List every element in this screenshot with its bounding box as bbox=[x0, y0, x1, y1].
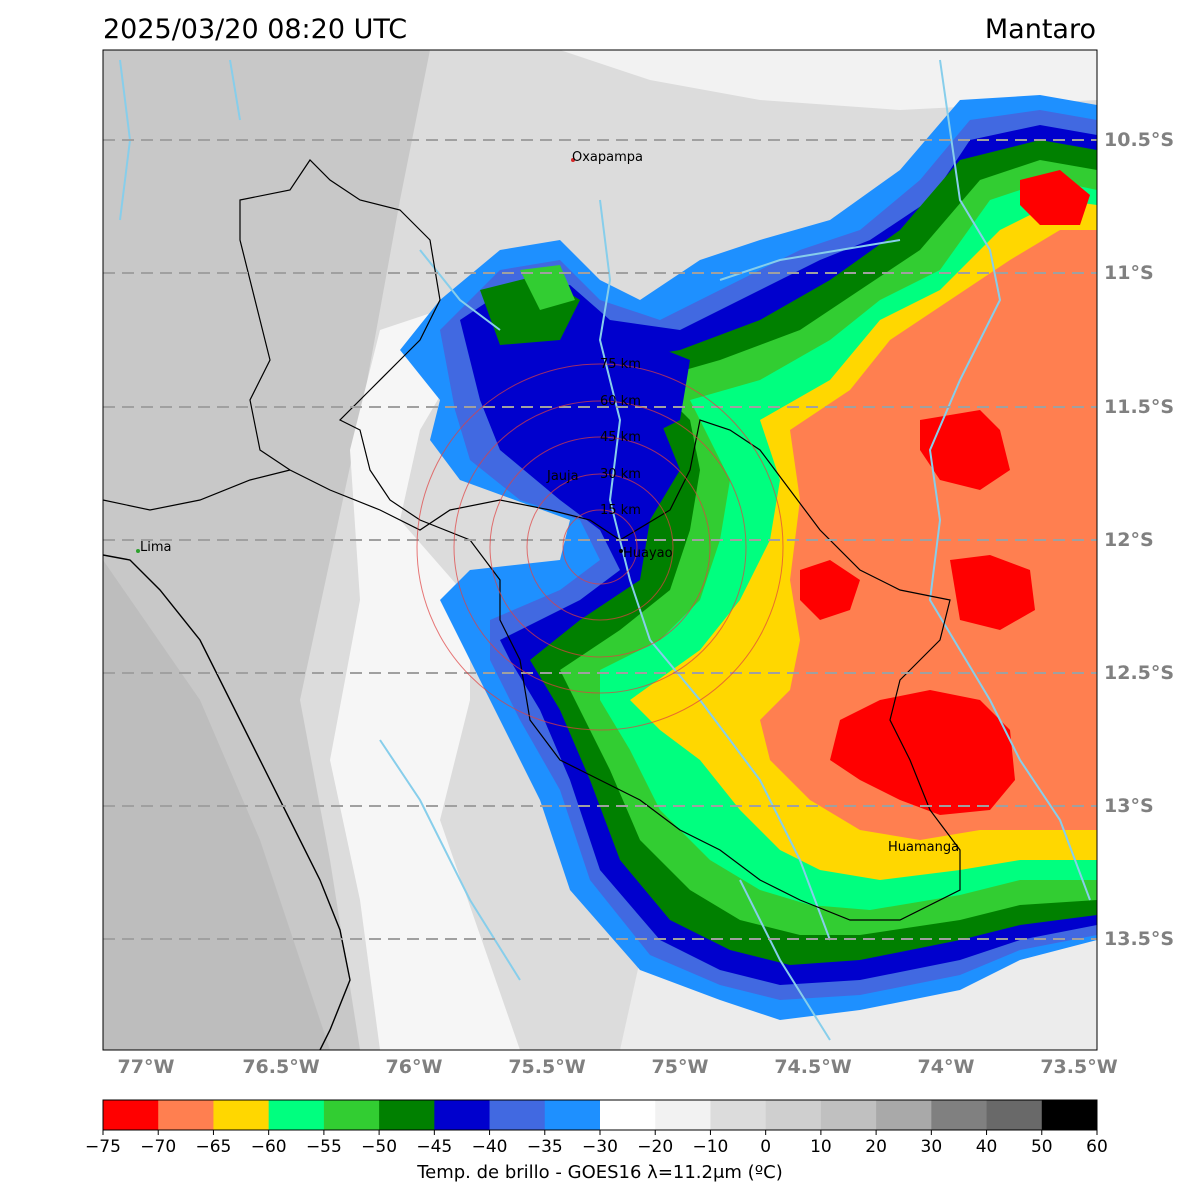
colorbar-box bbox=[489, 1100, 546, 1130]
colorbar-box bbox=[544, 1100, 601, 1130]
cloud-core-central bbox=[800, 560, 860, 620]
colorbar-tick-label: −75 bbox=[85, 1137, 121, 1157]
colorbar-tick-label: 40 bbox=[976, 1137, 998, 1157]
colorbar-tick-label: −55 bbox=[306, 1137, 342, 1157]
mantaro-basin-boundary bbox=[239, 159, 961, 921]
colorbar-label: Temp. de brillo - GOES16 λ=11.2μm (ºC) bbox=[417, 1162, 783, 1183]
place-oxapampa: Oxapampa bbox=[572, 150, 643, 165]
ocean-gray-zone bbox=[103, 560, 330, 1050]
lon-label-74-5: 74.5°W bbox=[774, 1056, 851, 1078]
place-jauja: Jauja bbox=[546, 469, 579, 484]
lon-label-77: 77°W bbox=[118, 1056, 175, 1078]
colorbar-box bbox=[323, 1100, 380, 1130]
colorbar-box bbox=[820, 1100, 877, 1130]
cloud-minus55-north bbox=[520, 265, 575, 310]
colorbar-tick-label: −35 bbox=[527, 1137, 563, 1157]
map-area: 15 km 30 km 45 km 60 km 75 km Oxapampa J… bbox=[103, 50, 1097, 1050]
datetime-title: 2025/03/20 08:20 UTC bbox=[103, 14, 408, 45]
colorbar bbox=[103, 1100, 1098, 1130]
place-lima: Lima bbox=[140, 540, 171, 555]
lat-label-12-5: 12.5°S bbox=[1104, 662, 1174, 684]
colorbar-tick-label: −60 bbox=[251, 1137, 287, 1157]
colorbar-box bbox=[876, 1100, 932, 1130]
central-light-zone bbox=[330, 260, 520, 1050]
lat-label-11-5: 11.5°S bbox=[1104, 396, 1174, 418]
lat-label-11: 11°S bbox=[1104, 262, 1154, 284]
ring-label-15km: 15 km bbox=[600, 503, 641, 518]
cloud-core-south bbox=[830, 690, 1015, 815]
coastline bbox=[103, 554, 351, 1050]
colorbar-tick-label: −70 bbox=[140, 1137, 176, 1157]
colorbar-box bbox=[931, 1100, 988, 1130]
place-huayao: Huayao bbox=[623, 546, 673, 561]
lon-label-76: 76°W bbox=[386, 1056, 443, 1078]
colorbar-tick-label: −40 bbox=[472, 1137, 508, 1157]
colorbar-tick-label: −20 bbox=[637, 1137, 673, 1157]
ring-label-45km: 45 km bbox=[600, 430, 641, 445]
ring-label-60km: 60 km bbox=[600, 394, 641, 409]
colorbar-box bbox=[765, 1100, 822, 1130]
colorbar-box bbox=[158, 1100, 214, 1130]
lat-label-13-5: 13.5°S bbox=[1104, 928, 1174, 950]
colorbar-tick-label: 10 bbox=[810, 1137, 832, 1157]
ring-label-30km: 30 km bbox=[600, 467, 641, 482]
colorbar-box bbox=[379, 1100, 435, 1130]
lat-label-10-5: 10.5°S bbox=[1104, 129, 1174, 151]
cloud-core-east bbox=[920, 410, 1010, 490]
range-rings bbox=[416, 363, 784, 731]
colorbar-box bbox=[710, 1100, 767, 1130]
colorbar-tick-label: 60 bbox=[1086, 1137, 1108, 1157]
latitude-gridlines bbox=[103, 139, 1097, 940]
huayao-marker bbox=[619, 549, 623, 553]
lon-label-74: 74°W bbox=[918, 1056, 975, 1078]
lon-label-73-5: 73.5°W bbox=[1040, 1056, 1117, 1078]
colorbar-tick-label: 20 bbox=[865, 1137, 887, 1157]
ring-label-75km: 75 km bbox=[600, 357, 641, 372]
map-frame bbox=[102, 49, 1098, 1051]
region-title: Mantaro bbox=[984, 14, 1096, 45]
lat-label-12: 12°S bbox=[1104, 529, 1154, 551]
north-light-zone bbox=[560, 50, 1097, 110]
colorbar-tick-label: −30 bbox=[582, 1137, 618, 1157]
colorbar-box bbox=[600, 1100, 656, 1130]
colorbar-box bbox=[655, 1100, 711, 1130]
lon-label-75: 75°W bbox=[652, 1056, 709, 1078]
colorbar-box bbox=[1041, 1100, 1098, 1130]
colorbar-tick-label: −45 bbox=[416, 1137, 452, 1157]
colorbar-tick-label: −10 bbox=[692, 1137, 728, 1157]
place-huamanga: Huamanga bbox=[888, 840, 959, 855]
colorbar-box bbox=[103, 1100, 159, 1130]
cloud-core-southeast bbox=[950, 555, 1035, 630]
lon-label-75-5: 75.5°W bbox=[508, 1056, 585, 1078]
colorbar-tick-label: −50 bbox=[361, 1137, 397, 1157]
lon-label-76-5: 76.5°W bbox=[242, 1056, 319, 1078]
lat-label-13: 13°S bbox=[1104, 795, 1154, 817]
colorbar-ticks: −75 −70 −65 −60 −55 −50 −45 −40 −35 −30 −20 −10 0 10 2… bbox=[85, 1130, 1108, 1157]
oxapampa-marker bbox=[571, 158, 575, 162]
lima-marker bbox=[136, 549, 140, 553]
colorbar-box bbox=[268, 1100, 325, 1130]
cloud-core-north bbox=[1020, 170, 1090, 225]
colorbar-box bbox=[213, 1100, 270, 1130]
west-basin-boundary bbox=[103, 469, 291, 511]
colorbar-tick-label: −65 bbox=[195, 1137, 231, 1157]
cloud-minus70 bbox=[760, 230, 1097, 840]
colorbar-tick-label: 0 bbox=[760, 1137, 771, 1157]
colorbar-box bbox=[434, 1100, 491, 1130]
colorbar-box bbox=[986, 1100, 1043, 1130]
colorbar-tick-label: 50 bbox=[1031, 1137, 1053, 1157]
colorbar-tick-label: 30 bbox=[921, 1137, 943, 1157]
